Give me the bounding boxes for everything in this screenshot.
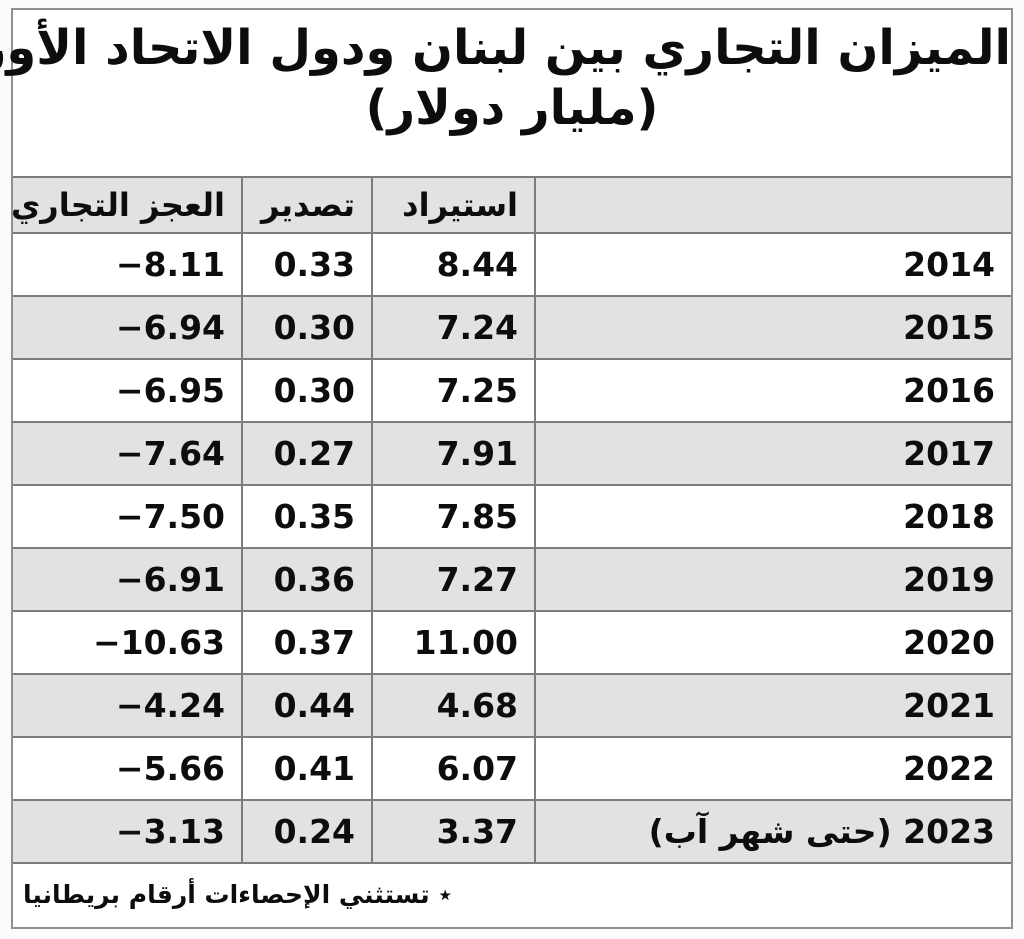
- column-header-export: تصدير: [242, 176, 374, 234]
- import-value: 11.00: [372, 610, 537, 675]
- table-row: 2019 7.27 0.36 −6.91: [14, 547, 1012, 612]
- export-value: 0.33: [242, 232, 374, 297]
- trade-table: استيراد تصدير العجز التجاري 2014 8.44 0.…: [14, 176, 1012, 864]
- deficit-value: −7.64: [14, 421, 244, 486]
- export-value: 0.36: [242, 547, 374, 612]
- deficit-value: −5.66: [14, 736, 244, 801]
- year-cell: 2016: [535, 358, 1012, 423]
- page-title-line1: الميزان التجاري بين لبنان ودول الاتحاد ا…: [0, 20, 1012, 76]
- year-cell: 2020: [535, 610, 1012, 675]
- table-row: 2018 7.85 0.35 −7.50: [14, 484, 1012, 549]
- title-block: الميزان التجاري بين لبنان ودول الاتحاد ا…: [0, 10, 1012, 176]
- year-cell: 2017: [535, 421, 1012, 486]
- year-cell: 2019: [535, 547, 1012, 612]
- header-row: استيراد تصدير العجز التجاري: [14, 176, 1012, 234]
- infographic-frame: الميزان التجاري بين لبنان ودول الاتحاد ا…: [0, 8, 1014, 929]
- deficit-value: −8.11: [14, 232, 244, 297]
- year-cell: 2021: [535, 673, 1012, 738]
- table-row: 2022 6.07 0.41 −5.66: [14, 736, 1012, 801]
- export-value: 0.35: [242, 484, 374, 549]
- year-cell: 2015: [535, 295, 1012, 360]
- deficit-value: −4.24: [14, 673, 244, 738]
- import-value: 3.37: [372, 799, 537, 864]
- export-value: 0.37: [242, 610, 374, 675]
- deficit-value: −10.63: [14, 610, 244, 675]
- import-value: 7.25: [372, 358, 537, 423]
- import-value: 7.91: [372, 421, 537, 486]
- export-value: 0.41: [242, 736, 374, 801]
- export-value: 0.27: [242, 421, 374, 486]
- export-value: 0.30: [242, 295, 374, 360]
- deficit-value: −6.94: [14, 295, 244, 360]
- export-value: 0.44: [242, 673, 374, 738]
- import-value: 7.27: [372, 547, 537, 612]
- page-title-line2: (مليار دولار): [366, 80, 660, 136]
- column-header-import: استيراد: [372, 176, 537, 234]
- export-value: 0.24: [242, 799, 374, 864]
- table-row: 2017 7.91 0.27 −7.64: [14, 421, 1012, 486]
- table-row: 2014 8.44 0.33 −8.11: [14, 232, 1012, 297]
- table-row: 2016 7.25 0.30 −6.95: [14, 358, 1012, 423]
- import-value: 7.85: [372, 484, 537, 549]
- import-value: 8.44: [372, 232, 537, 297]
- import-value: 4.68: [372, 673, 537, 738]
- year-cell: 2022: [535, 736, 1012, 801]
- footnote-text: ٭ تستثني الإحصاءات أرقام بريطانيا: [24, 880, 453, 909]
- import-value: 7.24: [372, 295, 537, 360]
- export-value: 0.30: [242, 358, 374, 423]
- year-cell: 2014: [535, 232, 1012, 297]
- column-header-deficit: العجز التجاري: [14, 176, 244, 234]
- table-row: 2021 4.68 0.44 −4.24: [14, 673, 1012, 738]
- table-row: 2015 7.24 0.30 −6.94: [14, 295, 1012, 360]
- deficit-value: −6.95: [14, 358, 244, 423]
- table-row: 2023 (حتى شهر آب) 3.37 0.24 −3.13: [14, 799, 1012, 864]
- year-cell: 2018: [535, 484, 1012, 549]
- table-row: 2020 11.00 0.37 −10.63: [14, 610, 1012, 675]
- year-cell: 2023 (حتى شهر آب): [535, 799, 1012, 864]
- footnote-area: ٭ تستثني الإحصاءات أرقام بريطانيا: [14, 864, 1012, 927]
- deficit-value: −6.91: [14, 547, 244, 612]
- deficit-value: −7.50: [14, 484, 244, 549]
- column-header-year: [535, 176, 1012, 234]
- import-value: 6.07: [372, 736, 537, 801]
- deficit-value: −3.13: [14, 799, 244, 864]
